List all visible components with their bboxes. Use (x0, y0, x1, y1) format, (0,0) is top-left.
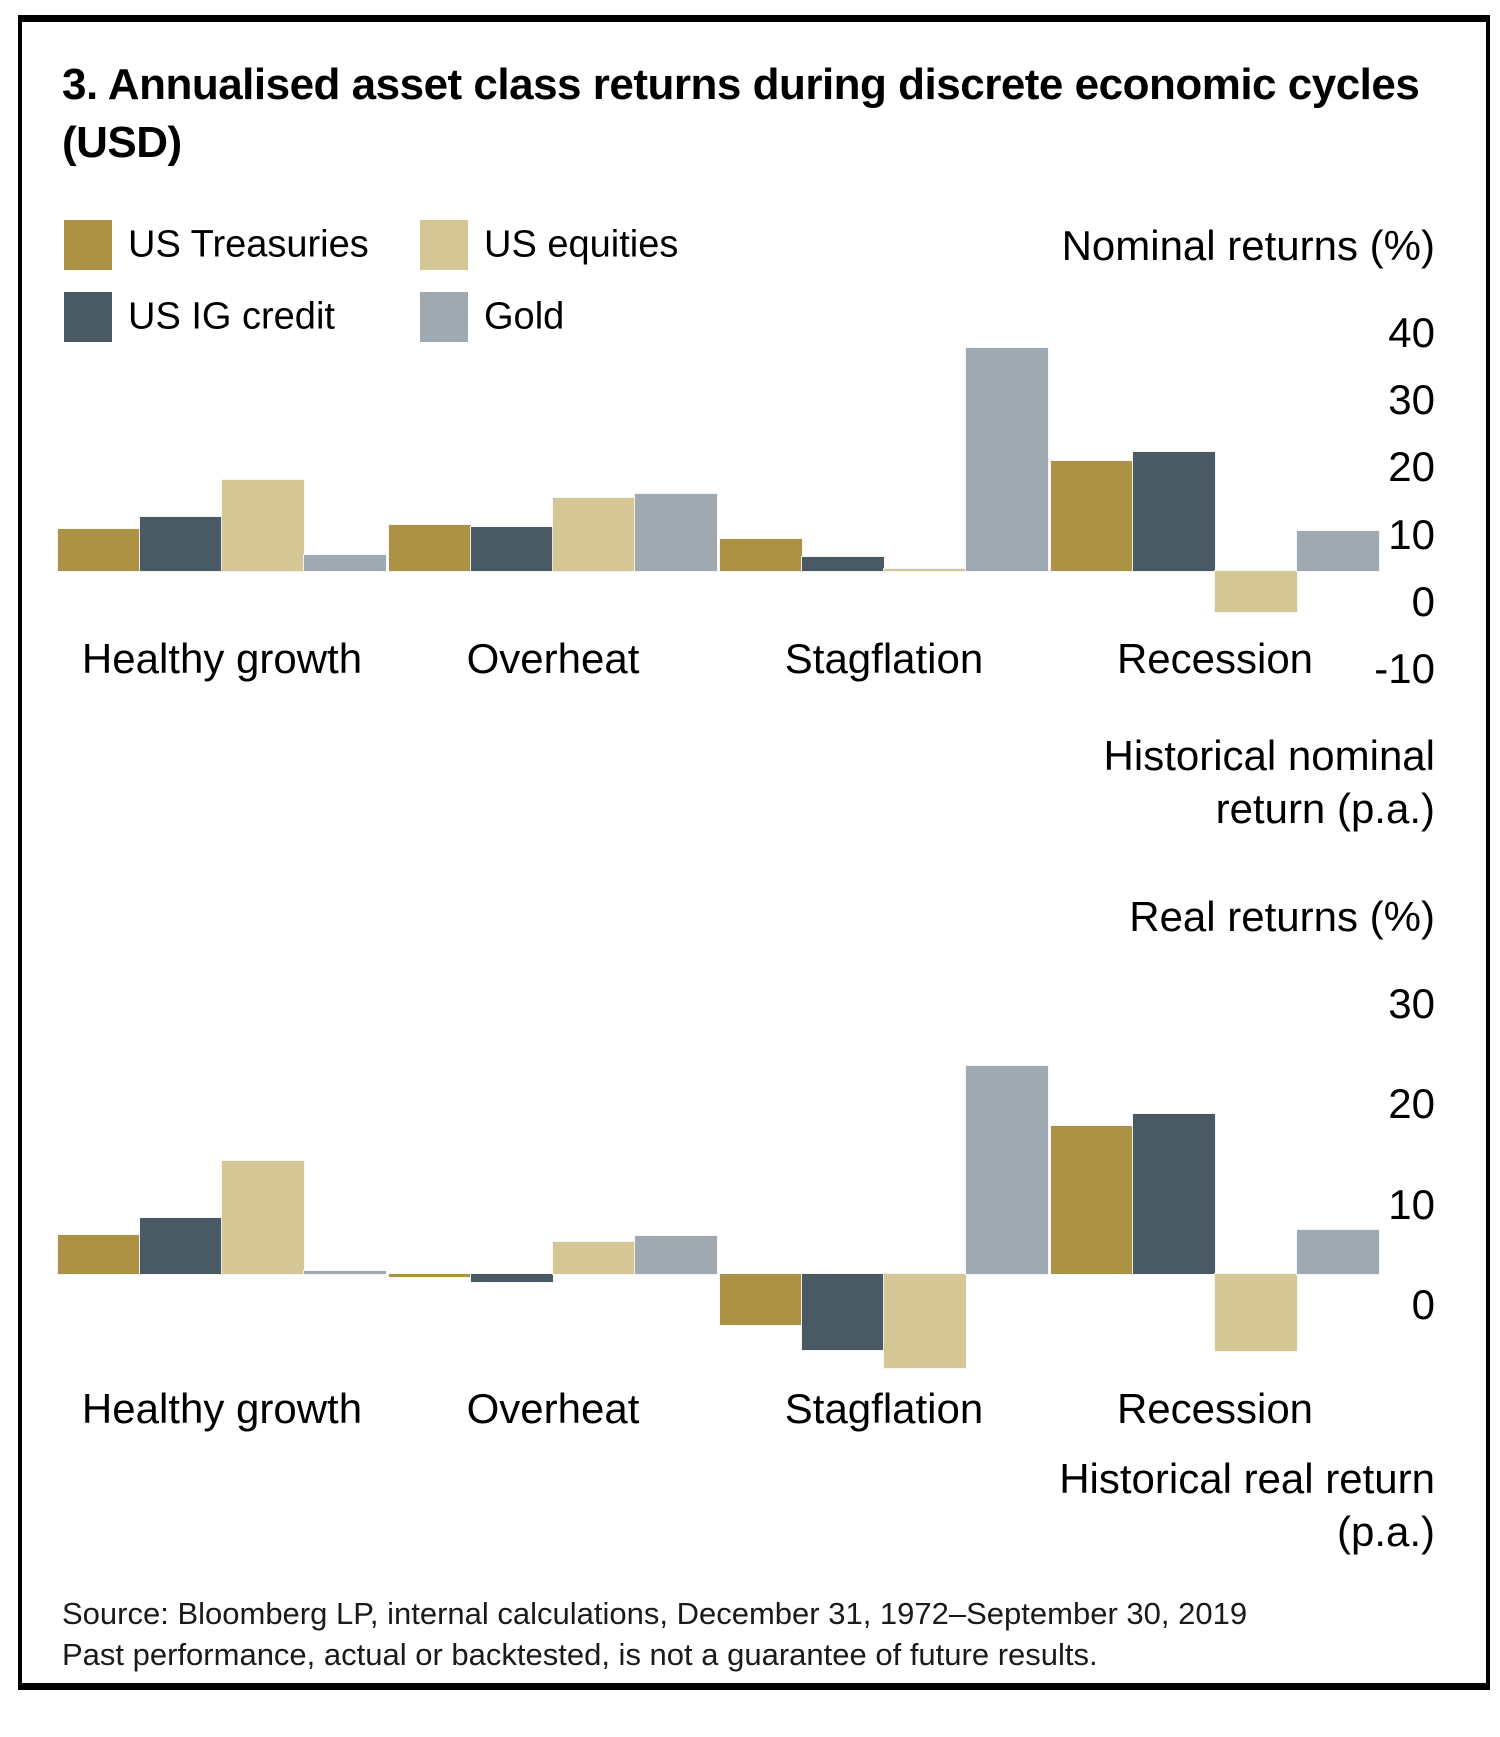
bar-us-equities-recession (1215, 571, 1297, 613)
y-tick--10: -10 (1374, 645, 1435, 693)
real-axis-title: Real returns (%) (1129, 893, 1435, 940)
y-tick-30: 30 (1388, 376, 1435, 424)
legend-swatch-us-treasuries (64, 220, 112, 270)
bar-us-ig-credit-healthy-growth (140, 517, 222, 571)
bar-us-treasuries-stagflation (720, 539, 802, 571)
category-label-stagflation: Stagflation (784, 635, 984, 682)
y-tick-30: 30 (1388, 979, 1435, 1027)
bar-us-ig-credit-stagflation (802, 556, 884, 571)
bar-us-ig-credit-overheat (471, 526, 553, 571)
bar-us-treasuries-recession (1051, 461, 1133, 571)
bar-us-equities-stagflation (884, 568, 966, 571)
bar-us-treasuries-overheat (389, 525, 471, 571)
legend-swatch-gold (420, 292, 468, 342)
category-label-stagflation: Stagflation (784, 1385, 984, 1432)
category-label-healthy-growth: Healthy growth (81, 1385, 363, 1432)
bar-gold-stagflation (966, 1065, 1048, 1274)
category-label-recession: Recession (1116, 635, 1314, 682)
bar-gold-overheat (635, 493, 717, 571)
bar-us-treasuries-recession (1051, 1126, 1133, 1274)
y-tick-0: 0 (1411, 578, 1435, 625)
bar-gold-healthy-growth (304, 554, 386, 571)
y-tick-20: 20 (1388, 1080, 1435, 1127)
bar-gold-overheat (635, 1235, 717, 1274)
legend-label: US equities (484, 223, 679, 266)
legend-swatch-us-equities (420, 220, 468, 270)
bar-us-equities-healthy-growth (222, 480, 304, 571)
bar-us-treasuries-healthy-growth (58, 528, 140, 571)
bar-us-equities-overheat (553, 1241, 635, 1274)
bar-us-ig-credit-overheat (471, 1274, 553, 1283)
y-tick-0: 0 (1411, 1281, 1435, 1328)
category-label-overheat: Overheat (466, 1385, 640, 1432)
legend-label: Gold (484, 295, 565, 338)
bar-us-treasuries-overheat (389, 1274, 471, 1277)
source-line-1: Source: Bloomberg LP, internal calculati… (62, 1596, 1248, 1631)
bar-us-equities-overheat (553, 498, 635, 571)
bar-us-treasuries-stagflation (720, 1274, 802, 1326)
bar-gold-healthy-growth (304, 1270, 386, 1274)
bar-us-ig-credit-healthy-growth (140, 1217, 222, 1274)
bar-us-ig-credit-recession (1133, 451, 1215, 571)
bar-gold-recession (1297, 531, 1379, 571)
category-label-recession: Recession (1116, 1385, 1314, 1432)
y-tick-20: 20 (1388, 443, 1435, 491)
source-line-2: Past performance, actual or backtested, … (62, 1637, 1098, 1672)
figure-title: 3. Annualised asset class returns during… (62, 60, 1420, 167)
real-axis-note: Historical real return (p.a.) (1059, 1455, 1435, 1555)
bar-gold-stagflation (966, 348, 1048, 571)
y-tick-40: 40 (1388, 308, 1435, 356)
y-tick-10: 10 (1388, 510, 1435, 558)
bar-us-ig-credit-recession (1133, 1114, 1215, 1274)
nominal-axis-note: Historical nominal return (p.a.) (1103, 732, 1435, 832)
bar-gold-recession (1297, 1229, 1379, 1274)
bar-us-equities-healthy-growth (222, 1161, 304, 1274)
bar-us-treasuries-healthy-growth (58, 1234, 140, 1274)
legend-label: US Treasuries (128, 223, 369, 266)
bar-us-equities-stagflation (884, 1274, 966, 1369)
category-label-overheat: Overheat (466, 635, 640, 682)
bar-us-equities-recession (1215, 1274, 1297, 1352)
nominal-axis-title: Nominal returns (%) (1061, 222, 1435, 269)
figure-box: 3. Annualised asset class returns during… (18, 15, 1490, 1690)
legend-label: US IG credit (128, 295, 335, 338)
legend-swatch-us-ig-credit (64, 292, 112, 342)
category-label-healthy-growth: Healthy growth (81, 635, 363, 682)
bar-us-ig-credit-stagflation (802, 1274, 884, 1351)
y-tick-10: 10 (1388, 1180, 1435, 1228)
